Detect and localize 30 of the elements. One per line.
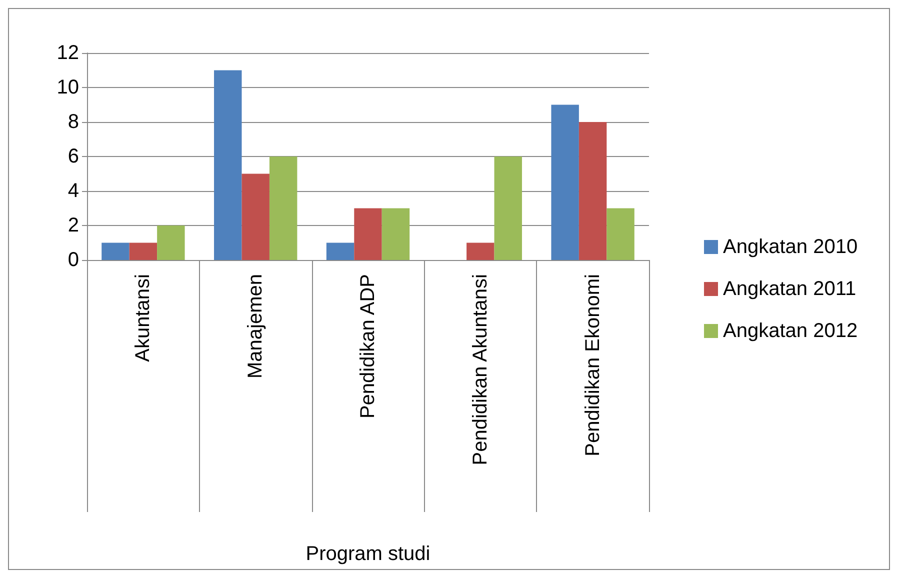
x-tick-label: Pendidikan Akuntansi [469,274,492,466]
x-tick-label: Manajemen [244,274,267,379]
bar [466,242,494,260]
bar [157,226,185,260]
bar [242,174,270,260]
y-tick-label: 0 [68,249,79,271]
x-axis-title: Program studi [306,543,430,565]
bar [578,122,607,260]
y-tick-label: 8 [68,111,79,133]
bar [382,208,410,260]
y-tick-label: 12 [56,42,79,64]
bar [269,156,298,260]
bar [326,242,354,260]
bar [214,70,242,260]
x-tick-label: Pendidikan ADP [357,274,379,419]
y-tick-label: 10 [56,76,79,98]
x-tick-label: Pendidikan Ekonomi [582,274,604,456]
bar [494,156,522,260]
legend-label: Angkatan 2012 [723,320,858,342]
bar [606,208,634,260]
bar [354,208,382,260]
bar [551,104,579,260]
bar [129,242,158,260]
x-tick-label: Akuntansi [132,274,154,362]
legend-label: Angkatan 2010 [723,236,858,258]
bar [102,242,130,260]
y-tick-label: 6 [68,146,79,168]
legend-label: Angkatan 2011 [723,278,856,300]
y-tick-label: 2 [68,214,79,236]
y-tick-label: 4 [68,180,79,202]
